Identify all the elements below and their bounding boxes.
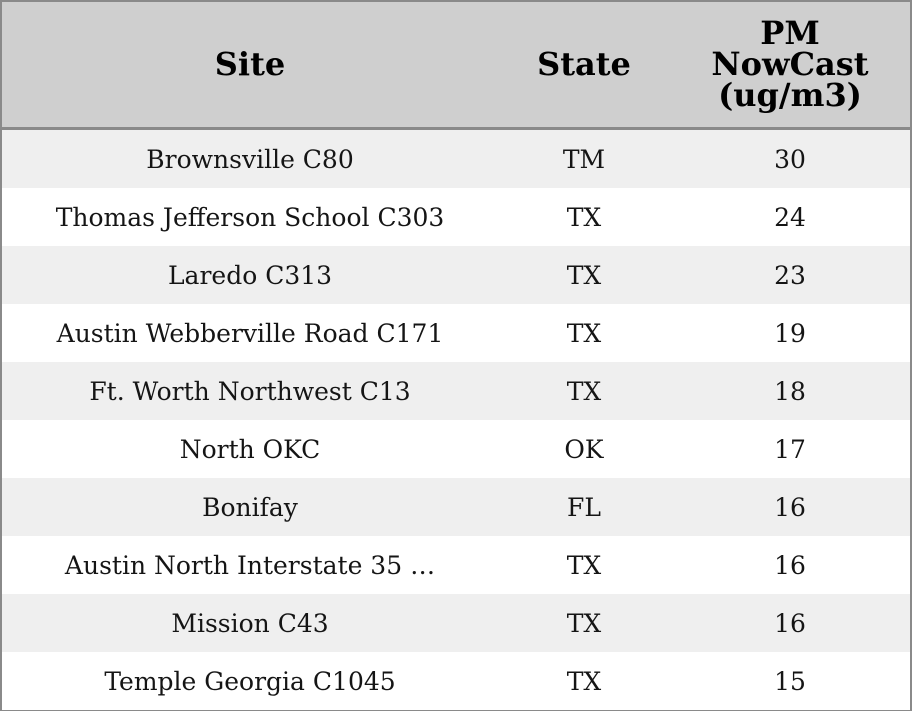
cell-pm-nowcast: 15 <box>774 666 806 696</box>
header-site-label: Site <box>214 45 286 83</box>
cell-pm-nowcast: 19 <box>774 318 806 348</box>
cell-site: Temple Georgia C1045 <box>104 666 396 696</box>
cell-site: North OKC <box>179 434 321 464</box>
cell-site: Bonifay <box>202 492 298 522</box>
cell-pm-nowcast: 16 <box>774 608 806 638</box>
cell-pm-nowcast: 17 <box>774 434 806 464</box>
header-pm-line-1: PM <box>760 14 820 52</box>
header-pm-line-2: NowCast <box>711 45 869 83</box>
header-pm-nowcast: PM NowCast (ug/m3) <box>670 2 910 127</box>
table-row: Austin North Interstate 35 … TX 16 <box>2 536 910 594</box>
cell-pm-nowcast: 30 <box>774 144 806 174</box>
cell-state: TX <box>566 608 602 638</box>
cell-site: Mission C43 <box>171 608 329 638</box>
cell-state: TX <box>566 202 602 232</box>
cell-state: TX <box>566 260 602 290</box>
cell-site: Austin North Interstate 35 … <box>64 550 436 580</box>
header-state-label: State <box>537 45 631 83</box>
cell-pm-nowcast: 16 <box>774 550 806 580</box>
table-header-row: Site State PM NowCast (ug/m3) <box>2 2 910 130</box>
cell-site: Brownsville C80 <box>146 144 354 174</box>
table-row: Brownsville C80 TM 30 <box>2 130 910 188</box>
header-site: Site <box>2 2 498 127</box>
table-row: Mission C43 TX 16 <box>2 594 910 652</box>
cell-site: Thomas Jefferson School C303 <box>55 202 445 232</box>
cell-state: TX <box>566 376 602 406</box>
table-row: Bonifay FL 16 <box>2 478 910 536</box>
cell-state: FL <box>567 492 601 522</box>
table-body: Brownsville C80 TM 30 Thomas Jefferson Scho… <box>2 130 910 710</box>
cell-pm-nowcast: 16 <box>774 492 806 522</box>
table-row: Temple Georgia C1045 TX 15 <box>2 652 910 710</box>
table-row: Thomas Jefferson School C303 TX 24 <box>2 188 910 246</box>
cell-state: OK <box>564 434 604 464</box>
table-row: Austin Webberville Road C171 TX 19 <box>2 304 910 362</box>
cell-state: TX <box>566 550 602 580</box>
cell-site: Austin Webberville Road C171 <box>56 318 444 348</box>
table-row: North OKC OK 17 <box>2 420 910 478</box>
cell-state: TX <box>566 318 602 348</box>
cell-pm-nowcast: 18 <box>774 376 806 406</box>
cell-site: Ft. Worth Northwest C13 <box>89 376 411 406</box>
table-row: Ft. Worth Northwest C13 TX 18 <box>2 362 910 420</box>
cell-site: Laredo C313 <box>167 260 333 290</box>
cell-state: TM <box>562 144 606 174</box>
cell-state: TX <box>566 666 602 696</box>
table-row: Laredo C313 TX 23 <box>2 246 910 304</box>
header-pm-line-3: (ug/m3) <box>718 76 862 114</box>
cell-pm-nowcast: 23 <box>774 260 806 290</box>
cell-pm-nowcast: 24 <box>774 202 806 232</box>
header-state: State <box>498 2 670 127</box>
